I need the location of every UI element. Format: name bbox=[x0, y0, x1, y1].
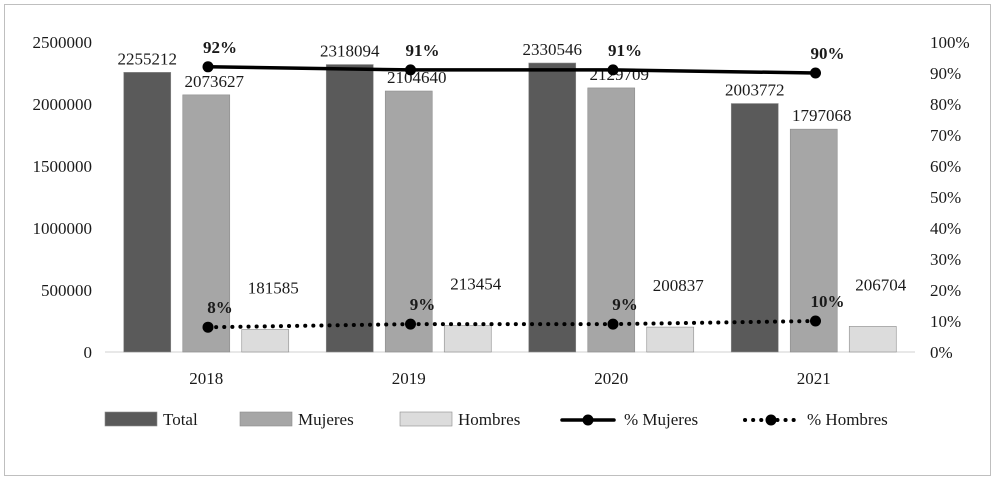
y-right-tick-label: 100% bbox=[930, 33, 970, 52]
y-right-tick-label: 30% bbox=[930, 250, 961, 269]
legend-label--hombres: % Hombres bbox=[807, 410, 888, 429]
bar-data-label: 2129709 bbox=[590, 65, 650, 84]
bar-mujeres-2020 bbox=[587, 87, 636, 353]
bar-data-label: 200837 bbox=[653, 276, 705, 295]
y-right-tick-label: 60% bbox=[930, 157, 961, 176]
line-data-label: 10% bbox=[811, 292, 845, 311]
y-right-tick-label: 70% bbox=[930, 126, 961, 145]
y-right-tick-label: 50% bbox=[930, 188, 961, 207]
y-right-tick-label: 80% bbox=[930, 95, 961, 114]
bar-hombres-2019 bbox=[443, 325, 492, 353]
bar-data-label: 2330546 bbox=[523, 40, 583, 59]
bar-mujeres-2021 bbox=[789, 128, 838, 353]
legend-swatch-total bbox=[104, 411, 158, 427]
y-left-tick-label: 500000 bbox=[41, 281, 92, 300]
line-marker bbox=[810, 315, 821, 327]
bar-mujeres-2019 bbox=[384, 90, 433, 353]
line--mujeres bbox=[206, 65, 818, 75]
bar-mujeres-2018 bbox=[182, 94, 231, 353]
bar-data-label: 2318094 bbox=[320, 42, 380, 61]
legend-label-hombres: Hombres bbox=[458, 410, 520, 429]
line-marker bbox=[405, 318, 416, 330]
y-left-tick-label: 0 bbox=[84, 343, 93, 362]
y-left-tick-label: 1500000 bbox=[33, 157, 93, 176]
line-marker bbox=[405, 64, 416, 76]
y-right-tick-label: 20% bbox=[930, 281, 961, 300]
y-right-tick-label: 90% bbox=[930, 64, 961, 83]
y-left-tick-label: 2500000 bbox=[33, 33, 93, 52]
bar-hombres-2020 bbox=[646, 326, 695, 353]
bar-total-2019 bbox=[325, 64, 374, 353]
bar-data-label: 213454 bbox=[450, 275, 502, 294]
legend-swatch-hombres bbox=[399, 411, 453, 427]
x-tick-label: 2019 bbox=[392, 369, 426, 388]
y-right-tick-label: 40% bbox=[930, 219, 961, 238]
bar-hombres-2018 bbox=[241, 329, 290, 353]
x-tick-label: 2021 bbox=[797, 369, 831, 388]
bar-data-label: 181585 bbox=[248, 278, 299, 297]
y-right-tick-label: 10% bbox=[930, 312, 961, 331]
line-data-label: 90% bbox=[811, 44, 845, 63]
bar-total-2021 bbox=[730, 103, 779, 353]
legend-label-mujeres: Mujeres bbox=[298, 410, 354, 429]
legend-label--mujeres: % Mujeres bbox=[624, 410, 698, 429]
bar-data-label: 2073627 bbox=[185, 72, 245, 91]
y-left-tick-label: 1000000 bbox=[33, 219, 93, 238]
line-marker bbox=[202, 61, 214, 73]
line-data-label: 8% bbox=[207, 298, 233, 317]
bar-hombres-2021 bbox=[848, 326, 897, 353]
bar-total-2018 bbox=[123, 72, 172, 353]
line-marker bbox=[202, 321, 214, 333]
bar-data-label: 206704 bbox=[855, 275, 907, 294]
line--hombres bbox=[206, 319, 818, 330]
line-data-label: 91% bbox=[406, 41, 440, 60]
y-right-tick-label: 0% bbox=[930, 343, 953, 362]
line-data-label: 92% bbox=[203, 38, 237, 57]
bar-data-label: 2003772 bbox=[725, 81, 785, 100]
line-marker bbox=[810, 67, 821, 79]
legend-marker--mujeres bbox=[582, 414, 594, 426]
legend-marker--hombres bbox=[765, 414, 777, 426]
line-data-label: 9% bbox=[410, 295, 436, 314]
x-tick-label: 2018 bbox=[189, 369, 223, 388]
line-marker bbox=[607, 64, 619, 76]
bar-data-label: 2255212 bbox=[118, 49, 178, 68]
x-tick-label: 2020 bbox=[594, 369, 628, 388]
line-marker bbox=[607, 318, 619, 330]
line-data-label: 91% bbox=[608, 41, 642, 60]
legend-swatch-mujeres bbox=[239, 411, 293, 427]
bar-data-label: 2104640 bbox=[387, 68, 447, 87]
y-left-tick-label: 2000000 bbox=[33, 95, 93, 114]
bar-data-label: 1797068 bbox=[792, 106, 852, 125]
legend-label-total: Total bbox=[163, 410, 198, 429]
line-data-label: 9% bbox=[612, 295, 638, 314]
bar-total-2020 bbox=[528, 62, 577, 353]
